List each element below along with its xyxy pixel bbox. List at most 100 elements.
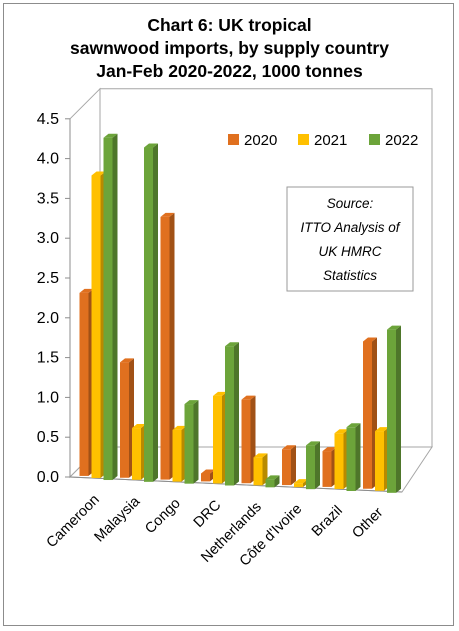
bar-front-face [201,473,210,482]
bar-side-face [355,423,361,491]
bar-side-face [262,453,268,486]
bar-front-face [334,433,344,489]
bar-top-face [265,475,280,480]
bar-top-face [306,441,320,446]
source-line-1: Source: [327,196,374,211]
bar-front-face [132,428,141,480]
source-box: Source: ITTO Analysis of UK HMRC Statist… [286,186,414,292]
bar-2021 [213,391,227,484]
bar-2020 [120,358,134,478]
bar-2020 [160,212,175,480]
bar-2022 [144,143,158,482]
bar-2020 [363,337,377,489]
bar-2021 [375,427,389,491]
legend: 2020 2021 2022 [228,132,418,149]
bar-2022 [306,441,320,490]
bar-top-face [103,133,118,138]
bar-front-face [160,216,170,480]
bar-top-face [79,288,94,293]
legend-label-2021: 2021 [314,132,347,149]
y-tick-label: 4.5 [37,111,59,128]
bar-side-face [291,445,296,486]
title-line-2: sawnwood imports, by supply country [70,38,389,58]
bar-front-face [225,346,234,486]
bar-top-face [387,325,401,330]
bar-front-face [346,427,356,491]
bar-2022 [346,423,361,491]
bar-top-face [282,445,296,450]
legend-label-2020: 2020 [244,132,277,149]
bar-side-face [153,143,158,482]
bar-top-face [363,337,377,342]
bar-2022 [387,325,401,493]
bar-side-face [396,325,401,493]
source-box-border [286,186,414,292]
bar-front-face [120,362,129,478]
bar-2021 [253,453,268,486]
bar-top-face [225,342,239,347]
category-label: Brazil [309,503,346,540]
bar-front-face [103,137,113,481]
bar-front-face [306,445,315,490]
bar-side-face [193,400,199,484]
bar-side-face [274,475,280,488]
bar-top-face [253,453,268,458]
category-label: Congo [142,496,184,538]
bar-top-face [144,143,158,148]
category-label: DRC [191,497,225,531]
bar-top-face [334,429,349,434]
bar-side-face [234,342,239,486]
bar-top-face [241,395,256,400]
category-label: Other [349,505,386,542]
bar-front-face [184,404,194,484]
bar-front-face [172,429,182,482]
bar-2021 [172,425,187,482]
y-tick-label: 3.0 [37,230,59,247]
bar-front-face [322,451,332,487]
legend-swatch-2020 [228,134,239,145]
bar-marks [79,133,401,493]
bar-top-face [184,400,199,405]
bar-front-face [91,175,101,478]
category-label: Cameroon [44,492,103,551]
bar-top-face [322,447,337,452]
y-tick-label: 1.5 [37,350,59,367]
bar-front-face [375,431,384,491]
bar-2022 [103,133,118,481]
bar-front-face [144,147,153,482]
bar-top-face [120,358,134,363]
title-line-3: Jan-Feb 2020-2022, 1000 tonnes [96,61,363,81]
bar-top-face [213,391,227,396]
y-tick-label: 4.0 [37,151,59,168]
y-axis: 0.0 0.5 1.0 1.5 2.0 2.5 3.0 3.5 4.0 4.5 [37,111,70,486]
bar-2022 [265,475,280,488]
legend-label-2022: 2022 [385,132,418,149]
bar-top-face [294,479,308,484]
y-tick-label: 3.5 [37,190,59,207]
bar-top-face [201,469,215,474]
bar-2021 [91,171,106,478]
title-line-1: Chart 6: UK tropical [147,15,312,35]
bar-front-face [79,292,89,476]
legend-swatch-2021 [298,134,309,145]
bar-2021 [132,424,146,480]
bar-front-face [294,483,303,488]
bar-2020 [282,445,296,486]
bar-top-face [172,425,187,430]
y-tick-label: 2.5 [37,270,59,287]
chart-title: Chart 6: UK tropical sawnwood imports, b… [0,14,459,83]
bar-side-face [315,441,320,490]
bar-top-face [375,427,389,432]
bar-front-face [253,457,263,486]
bar-2020 [322,447,337,487]
bar-top-face [91,171,106,176]
bar-front-face [213,395,222,484]
bar-side-face [169,212,175,480]
y-tick-label: 1.0 [37,389,59,406]
bar-2020 [241,395,256,484]
source-line-4: Statistics [323,268,377,283]
source-line-3: UK HMRC [319,244,382,259]
legend-swatch-2022 [369,134,380,145]
bar-top-face [132,424,146,429]
